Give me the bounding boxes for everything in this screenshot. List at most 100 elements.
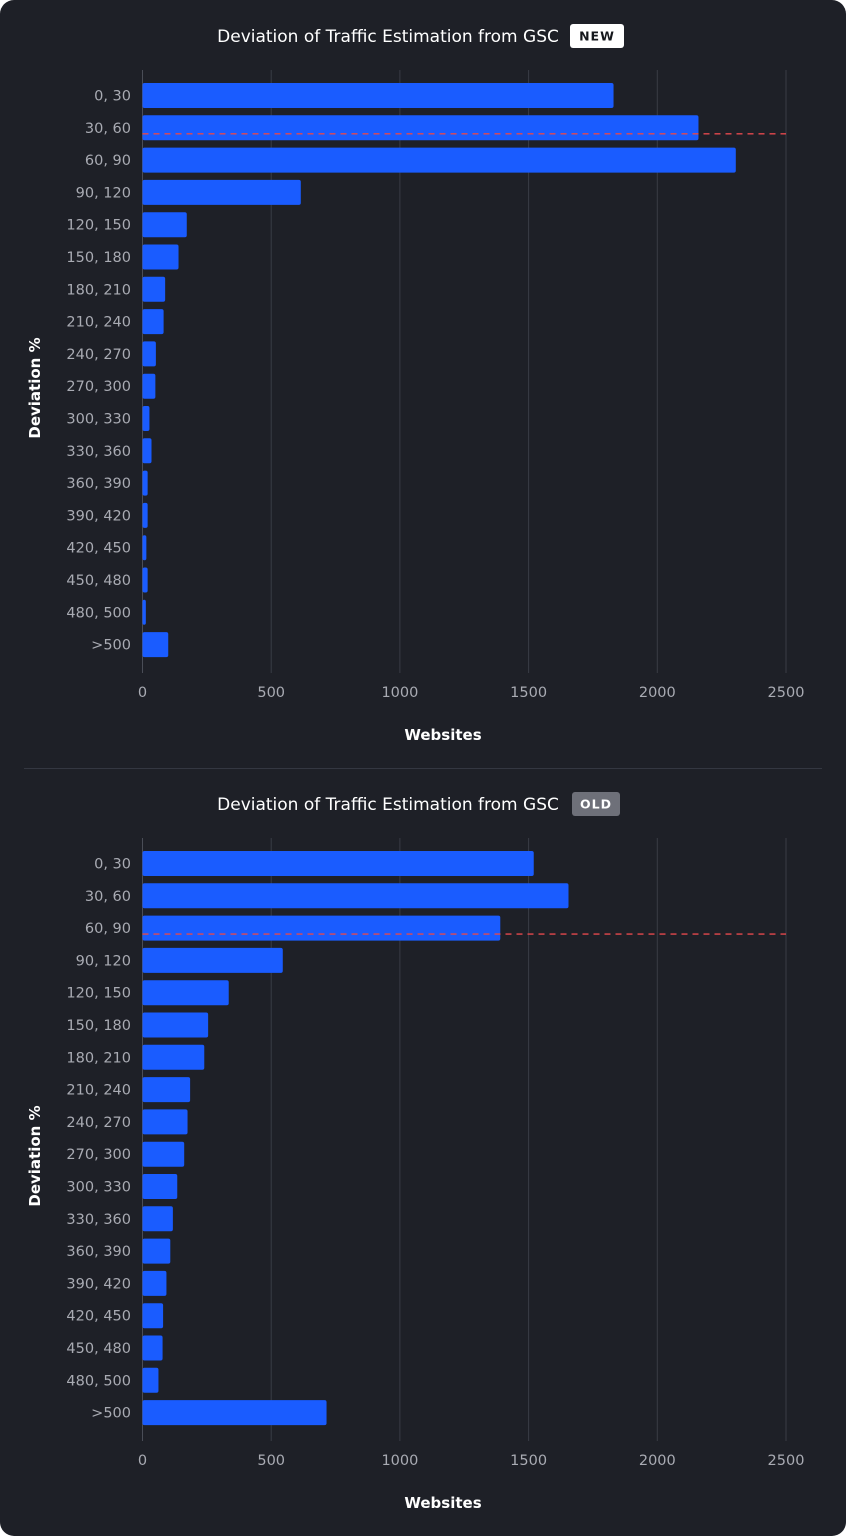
y-category-label-390-420: 390, 420 — [66, 508, 131, 524]
y-category-label-150-180: 150, 180 — [66, 1018, 131, 1034]
bar-390-420 — [142, 502, 148, 528]
y-category-label-390-420: 390, 420 — [66, 1276, 131, 1292]
bar-90-120 — [142, 179, 301, 205]
y-category-label-90-120: 90, 120 — [76, 953, 131, 969]
x-tick-label-0: 0 — [138, 685, 147, 701]
x-tick-label-2500: 2500 — [768, 1453, 805, 1469]
chart-panel-old: Deviation of Traffic Estimation from GSC… — [0, 768, 846, 1536]
y-category-label-90-120: 90, 120 — [76, 185, 131, 201]
bar-240-270 — [142, 1109, 188, 1135]
bar-120-150 — [142, 212, 187, 238]
bar-gt500 — [142, 632, 169, 658]
chart-title: Deviation of Traffic Estimation from GSC — [217, 795, 559, 815]
bar-450-480 — [142, 567, 148, 593]
x-axis-title: Websites — [404, 726, 481, 744]
bar-30-60 — [142, 115, 699, 141]
bar-210-240 — [142, 309, 164, 335]
bar-300-330 — [142, 406, 150, 431]
x-tick-label-2500: 2500 — [768, 685, 805, 701]
y-category-label-60-90: 60, 90 — [85, 153, 131, 169]
bar-270-300 — [142, 373, 156, 399]
badge-old-label: OLD — [580, 797, 612, 812]
bar-gt500 — [142, 1400, 327, 1426]
chart-old: Deviation of Traffic Estimation from GSC… — [26, 792, 805, 1512]
y-category-label-360-390: 360, 390 — [66, 1244, 131, 1260]
y-category-label-270-300: 270, 300 — [66, 1147, 131, 1163]
panel-divider — [24, 768, 822, 769]
bar-90-120 — [142, 947, 283, 973]
bar-0-30 — [142, 851, 534, 876]
bar-420-450 — [142, 1303, 164, 1329]
y-category-label-300-330: 300, 330 — [66, 1180, 131, 1196]
bar-240-270 — [142, 341, 156, 367]
y-category-label-240-270: 240, 270 — [66, 347, 131, 363]
x-tick-label-1500: 1500 — [510, 1453, 547, 1469]
x-axis-title: Websites — [404, 1494, 481, 1512]
bar-420-450 — [142, 535, 147, 561]
y-category-label-300-330: 300, 330 — [66, 412, 131, 428]
y-category-label-gt500: >500 — [91, 1406, 131, 1422]
chart-panel-new: Deviation of Traffic Estimation from GSC… — [26, 24, 805, 744]
bar-150-180 — [142, 1012, 209, 1038]
bar-0-30 — [142, 83, 614, 108]
bar-360-390 — [142, 1238, 171, 1264]
badge-old — [572, 792, 620, 816]
y-category-label-60-90: 60, 90 — [85, 921, 131, 937]
chart-new: Deviation of Traffic Estimation from GSC… — [26, 24, 805, 744]
bar-330-360 — [142, 1206, 173, 1232]
y-category-label-180-210: 180, 210 — [66, 282, 131, 298]
y-category-label-30-60: 30, 60 — [85, 889, 131, 905]
bar-60-90 — [142, 915, 501, 941]
bar-330-360 — [142, 438, 152, 464]
y-category-label-0-30: 0, 30 — [94, 89, 131, 105]
y-category-label-360-390: 360, 390 — [66, 476, 131, 492]
y-category-label-150-180: 150, 180 — [66, 250, 131, 266]
y-category-label-330-360: 330, 360 — [66, 1212, 131, 1228]
y-category-label-210-240: 210, 240 — [66, 315, 131, 331]
y-category-label-450-480: 450, 480 — [66, 573, 131, 589]
y-category-label-120-150: 120, 150 — [66, 218, 131, 234]
bar-450-480 — [142, 1335, 163, 1361]
bar-480-500 — [142, 599, 146, 625]
y-category-label-210-240: 210, 240 — [66, 1083, 131, 1099]
x-tick-label-500: 500 — [257, 685, 285, 701]
y-axis-title: Deviation % — [26, 337, 44, 438]
bar-390-420 — [142, 1270, 167, 1296]
x-tick-label-2000: 2000 — [639, 1453, 676, 1469]
x-tick-label-1000: 1000 — [381, 1453, 418, 1469]
y-category-label-180-210: 180, 210 — [66, 1050, 131, 1066]
bar-30-60 — [142, 883, 569, 909]
bar-300-330 — [142, 1174, 178, 1199]
x-tick-label-0: 0 — [138, 1453, 147, 1469]
y-category-label-330-360: 330, 360 — [66, 444, 131, 460]
x-tick-label-1000: 1000 — [381, 685, 418, 701]
chart-title: Deviation of Traffic Estimation from GSC — [217, 27, 559, 47]
y-category-label-0-30: 0, 30 — [94, 857, 131, 873]
bar-210-240 — [142, 1077, 191, 1103]
bar-60-90 — [142, 147, 736, 173]
y-category-label-270-300: 270, 300 — [66, 379, 131, 395]
y-category-label-420-450: 420, 450 — [66, 1309, 131, 1325]
y-category-label-420-450: 420, 450 — [66, 541, 131, 557]
y-axis-title: Deviation % — [26, 1105, 44, 1206]
x-tick-label-1500: 1500 — [510, 685, 547, 701]
bar-150-180 — [142, 244, 179, 270]
y-category-label-gt500: >500 — [91, 638, 131, 654]
bar-180-210 — [142, 276, 166, 302]
x-tick-label-500: 500 — [257, 1453, 285, 1469]
bar-270-300 — [142, 1141, 185, 1167]
bar-480-500 — [142, 1367, 159, 1393]
y-category-label-450-480: 450, 480 — [66, 1341, 131, 1357]
y-category-label-480-500: 480, 500 — [66, 1373, 131, 1389]
y-category-label-480-500: 480, 500 — [66, 605, 131, 621]
badge-new-label: NEW — [579, 29, 615, 44]
bar-180-210 — [142, 1044, 205, 1070]
bar-120-150 — [142, 980, 229, 1006]
y-category-label-120-150: 120, 150 — [66, 986, 131, 1002]
x-tick-label-2000: 2000 — [639, 685, 676, 701]
y-category-label-30-60: 30, 60 — [85, 121, 131, 137]
y-category-label-240-270: 240, 270 — [66, 1115, 131, 1131]
bar-360-390 — [142, 470, 148, 496]
badge-new — [570, 24, 624, 48]
